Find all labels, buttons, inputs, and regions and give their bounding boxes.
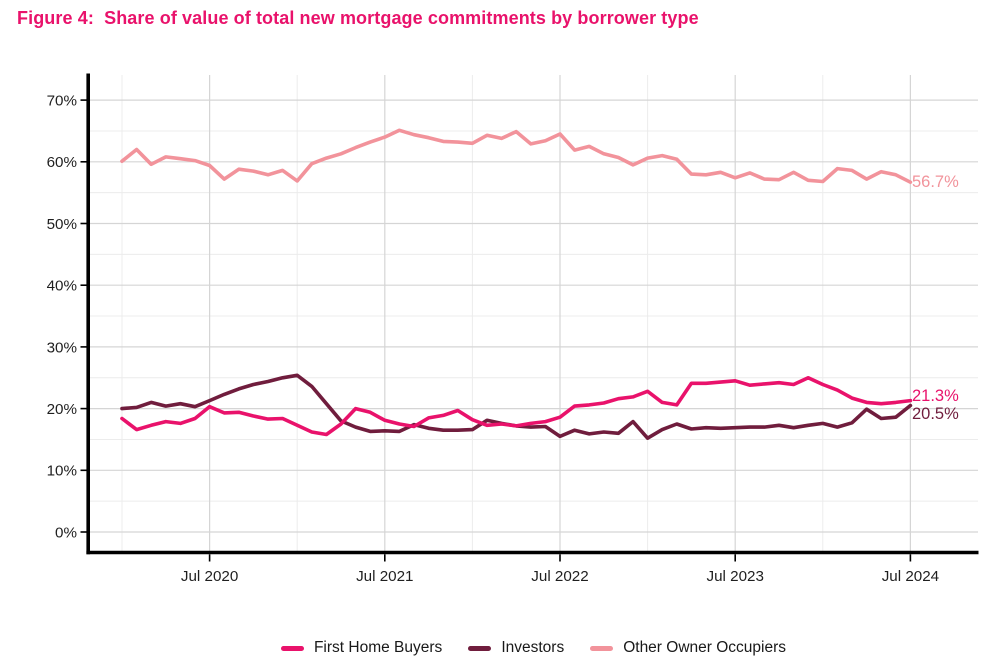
x-tick-label-jul-2020: Jul 2020 xyxy=(181,568,238,585)
y-tick-label-40-: 40% xyxy=(47,278,77,295)
legend-swatch-first-home-buyers xyxy=(280,645,304,651)
series-lines xyxy=(120,128,913,441)
legend-swatch-investors xyxy=(468,645,492,651)
y-tick-label-60-: 60% xyxy=(47,154,77,171)
legend-item-investors: Investors xyxy=(468,639,564,657)
end-label-other-owner-occupiers: 56.7% xyxy=(912,173,959,191)
series-line-other-owner-occupiers xyxy=(120,128,913,184)
gridlines-minor xyxy=(90,75,978,551)
x-tick-label-jul-2022: Jul 2022 xyxy=(531,568,588,585)
gridlines-major xyxy=(90,75,978,551)
x-tick-label-jul-2023: Jul 2023 xyxy=(706,568,763,585)
legend-item-first-home-buyers: First Home Buyers xyxy=(280,639,443,657)
x-tick-label-jul-2024: Jul 2024 xyxy=(882,568,939,585)
x-tick-label-jul-2021: Jul 2021 xyxy=(356,568,413,585)
legend-label-first-home-buyers: First Home Buyers xyxy=(313,639,443,656)
y-tick-label-30-: 30% xyxy=(47,339,77,356)
series-line-first-home-buyers xyxy=(120,375,913,437)
figure-title: Figure 4: Share of value of total new mo… xyxy=(17,8,699,28)
legend-item-other-owner-occupiers: Other Owner Occupiers xyxy=(590,639,786,657)
y-tick-label-20-: 20% xyxy=(47,401,77,418)
y-tick-label-10-: 10% xyxy=(47,463,77,480)
axes xyxy=(80,73,979,562)
end-label-investors: 20.5% xyxy=(912,405,959,423)
y-tick-label-0-: 0% xyxy=(55,524,77,541)
axis-labels: 0% 10% 20% 30% 40% 50% 60% 70% Jul 2020 Jul 2021 J… xyxy=(47,93,940,586)
legend-swatch-other-owner-occupiers xyxy=(590,645,614,651)
end-label-first-home-buyers: 21.3% xyxy=(912,387,959,405)
legend-label-other-owner-occupiers: Other Owner Occupiers xyxy=(623,639,787,656)
y-tick-label-70-: 70% xyxy=(47,93,77,110)
y-tick-label-50-: 50% xyxy=(47,216,77,233)
legend-label-investors: Investors xyxy=(501,639,565,656)
legend: First Home Buyers Investors Other Owner … xyxy=(89,636,978,660)
